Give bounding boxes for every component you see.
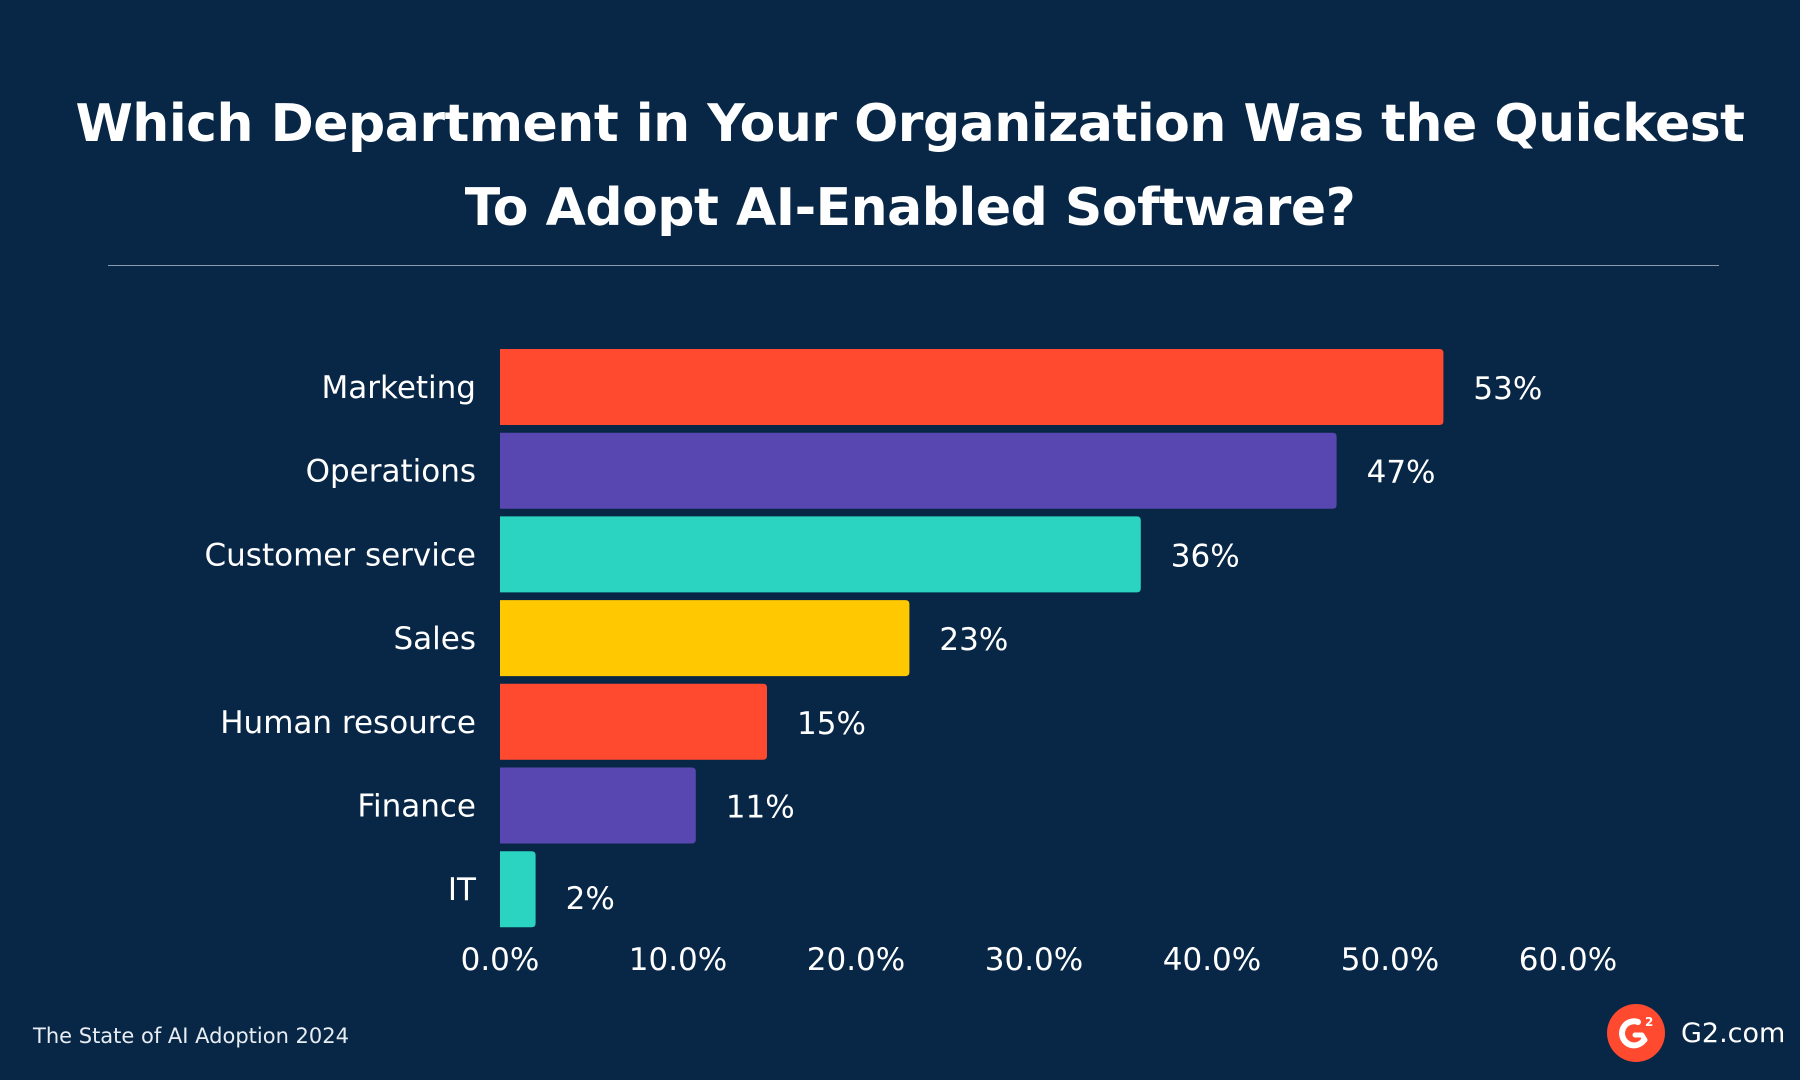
- bar-customer-service: [500, 516, 1141, 593]
- chart-title: Which Department in Your Organization Wa…: [75, 94, 1745, 238]
- bar-operations: [500, 432, 1337, 509]
- bar-marketing: [500, 349, 1444, 425]
- source-label: The State of AI Adoption 2024: [33, 1024, 349, 1048]
- bar-it: [500, 851, 536, 928]
- x-tick-label: 40.0%: [1163, 942, 1261, 978]
- bar-sales: [500, 600, 910, 677]
- g2-logo-icon: 2: [1607, 1004, 1665, 1062]
- category-label: Sales: [393, 621, 476, 657]
- category-label: Operations: [306, 454, 476, 490]
- data-label: 2%: [566, 881, 615, 917]
- title-divider: [108, 265, 1719, 266]
- data-label: 23%: [939, 622, 1008, 658]
- category-label: Marketing: [321, 370, 476, 406]
- data-label: 11%: [726, 790, 795, 826]
- svg-text:2: 2: [1645, 1015, 1653, 1029]
- data-label: 47%: [1367, 455, 1436, 491]
- data-label: 53%: [1473, 371, 1542, 407]
- brand: 2 G2.com: [1607, 1004, 1785, 1062]
- x-tick-label: 60.0%: [1519, 942, 1617, 978]
- x-tick-label: 20.0%: [807, 942, 905, 978]
- category-label: IT: [448, 872, 477, 908]
- category-label: Human resource: [220, 705, 476, 741]
- brand-link[interactable]: G2.com: [1681, 1017, 1786, 1049]
- data-label: 36%: [1171, 538, 1240, 574]
- category-label: Finance: [357, 789, 476, 825]
- x-tick-label: 0.0%: [461, 942, 540, 978]
- bar-finance: [500, 767, 696, 844]
- x-tick-label: 50.0%: [1341, 942, 1439, 978]
- data-label: 15%: [797, 706, 866, 742]
- category-label: Customer service: [205, 537, 476, 573]
- bar-human-resource: [500, 683, 767, 760]
- x-tick-label: 10.0%: [629, 942, 727, 978]
- x-tick-label: 30.0%: [985, 942, 1083, 978]
